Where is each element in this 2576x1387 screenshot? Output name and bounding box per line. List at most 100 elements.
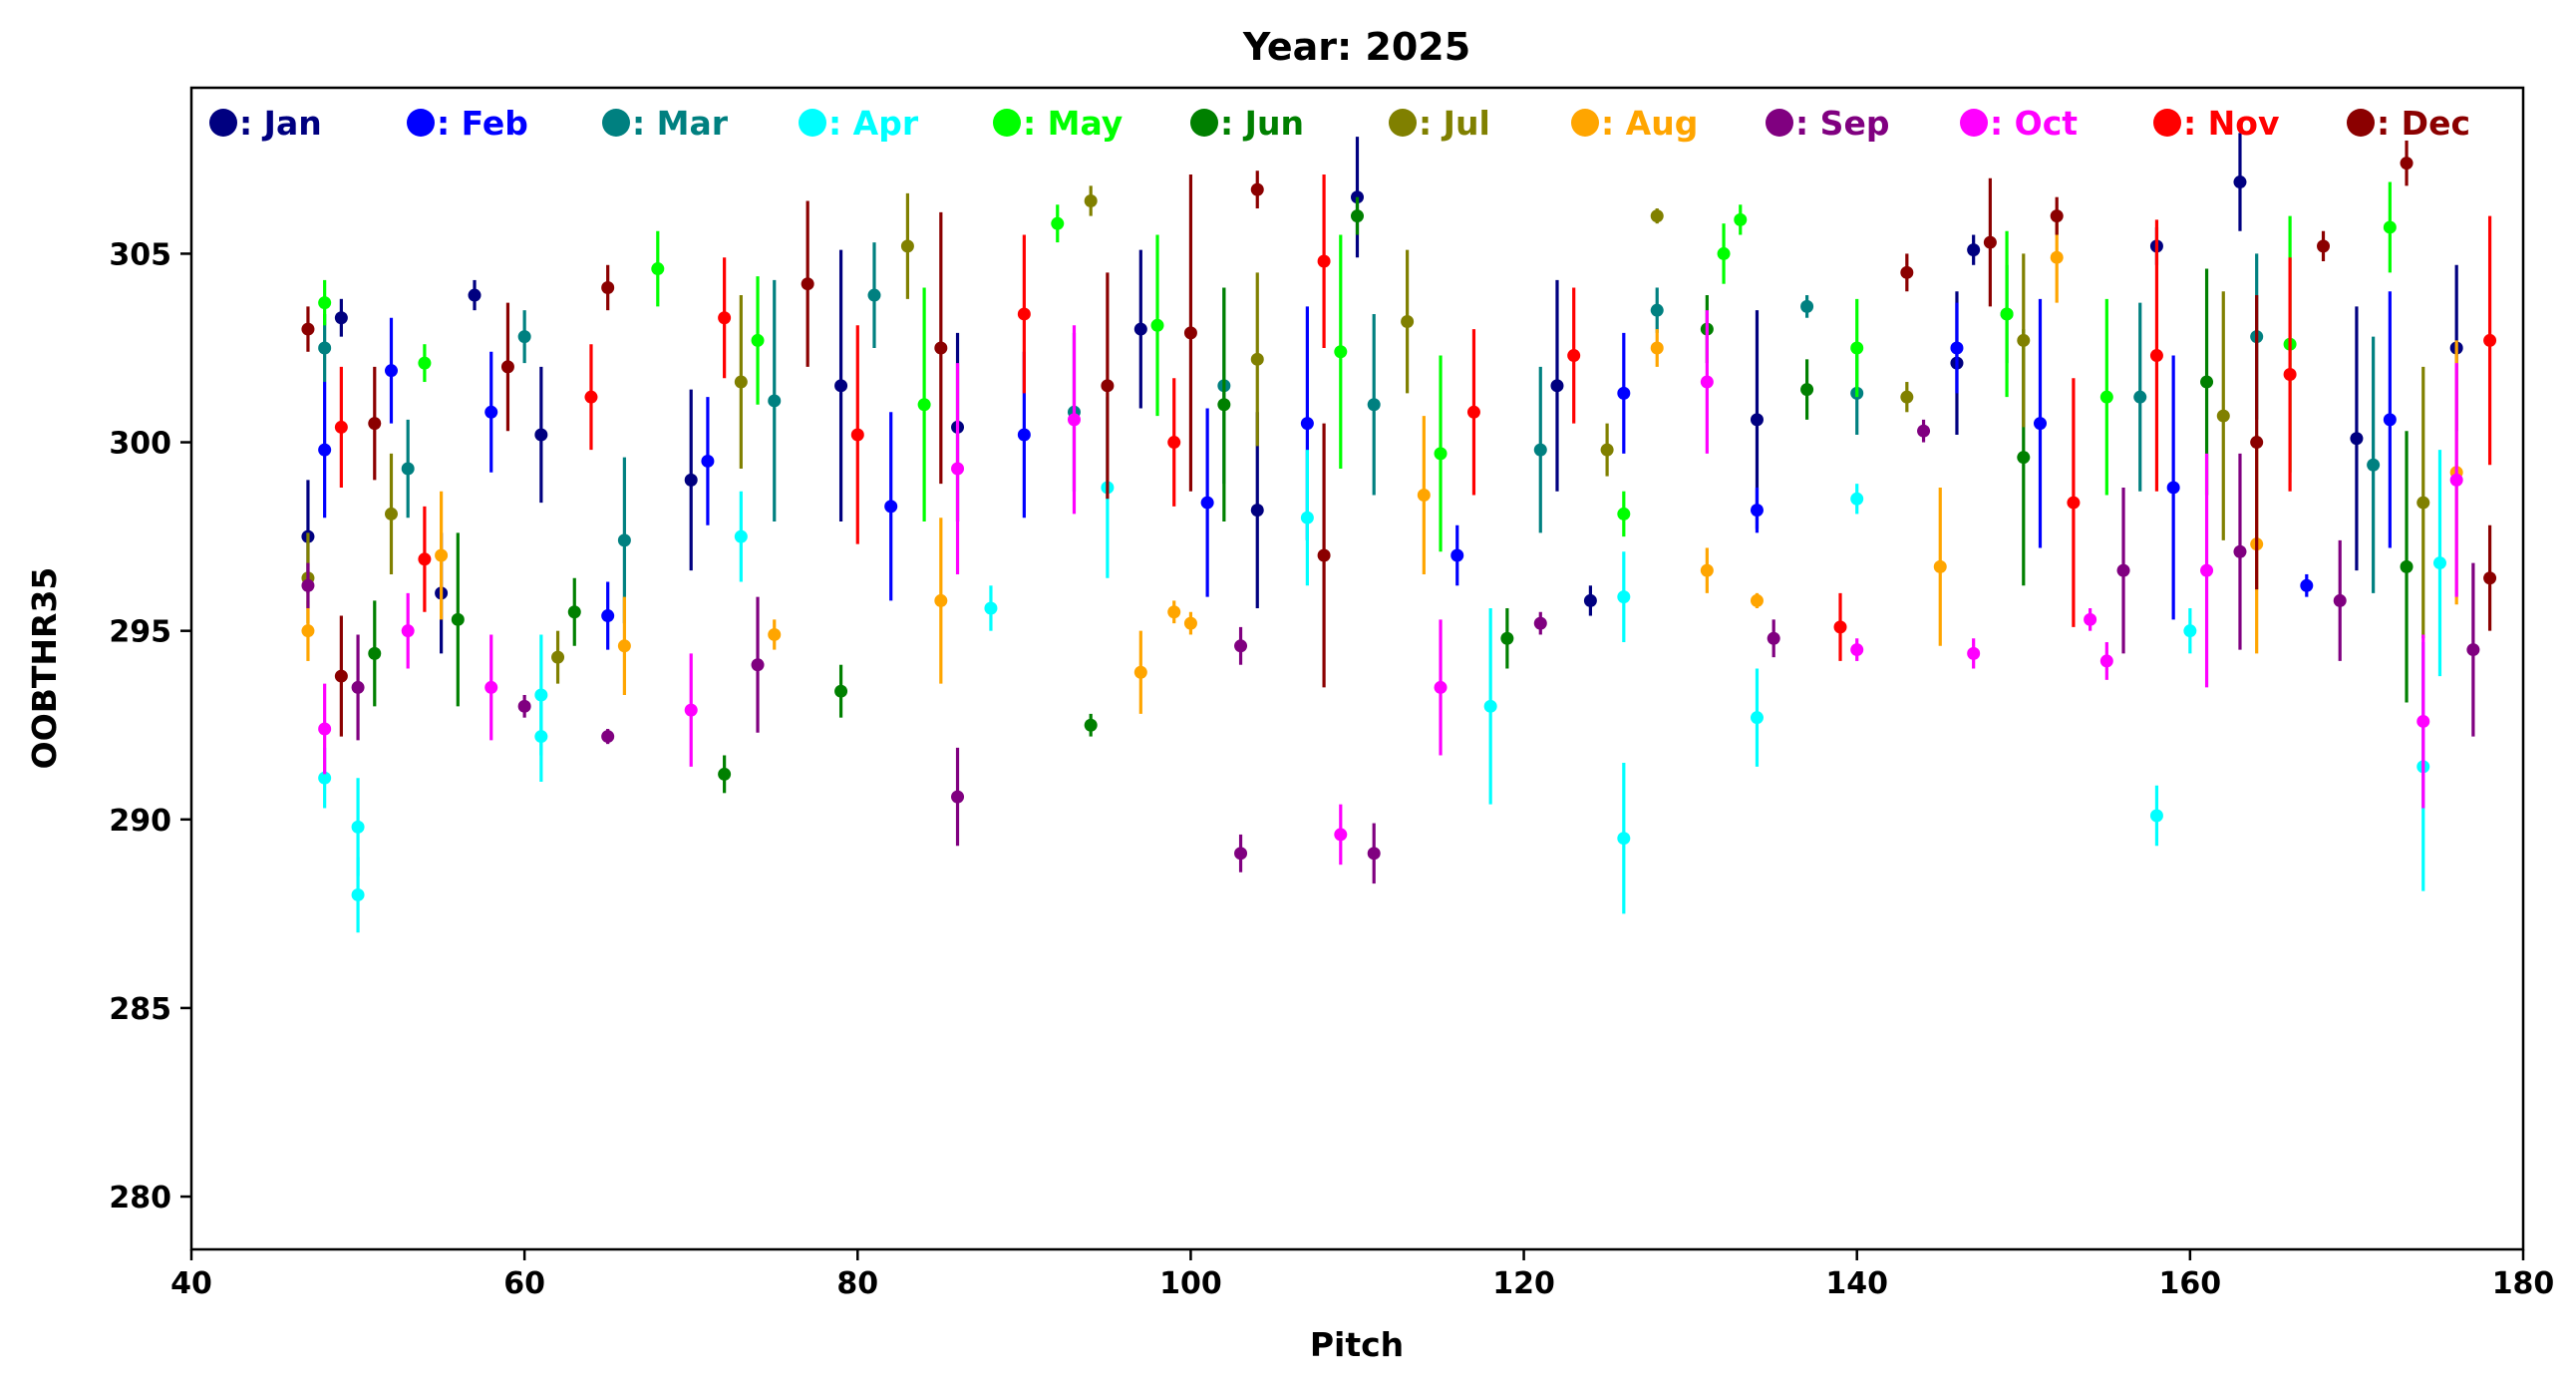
- data-point: [318, 771, 332, 785]
- legend-label: : Jan: [239, 104, 322, 143]
- data-point: [1017, 428, 1031, 442]
- data-point: [2067, 496, 2081, 510]
- data-point: [334, 420, 348, 434]
- data-point: [2449, 473, 2463, 487]
- data-point: [768, 627, 782, 641]
- data-point: [435, 548, 449, 562]
- data-point: [334, 669, 348, 683]
- data-point: [1617, 507, 1631, 520]
- legend-marker: [1389, 109, 1417, 137]
- data-point: [1150, 318, 1164, 332]
- data-point: [1334, 345, 1348, 359]
- data-point: [468, 288, 482, 302]
- data-point: [1351, 209, 1364, 223]
- data-point: [934, 593, 948, 607]
- data-point: [2050, 209, 2064, 223]
- legend-item-jan: : Jan: [209, 104, 322, 143]
- y-tick-label: 300: [109, 427, 171, 462]
- legend-label: : Jun: [1220, 104, 1304, 143]
- data-point: [867, 288, 881, 302]
- legend-label: : Apr: [828, 104, 919, 143]
- data-point: [1401, 315, 1415, 329]
- data-point: [1850, 643, 1864, 657]
- legend-marker: [1190, 109, 1218, 137]
- x-tick-label: 120: [1492, 1266, 1555, 1301]
- data-point: [2200, 375, 2214, 389]
- data-point: [2017, 333, 2031, 347]
- data-point: [351, 820, 365, 834]
- data-point: [2383, 413, 2397, 427]
- x-tick-label: 100: [1159, 1266, 1222, 1301]
- data-point: [900, 239, 914, 253]
- data-point: [1617, 832, 1631, 846]
- data-point: [1133, 665, 1147, 679]
- legend-label: : Dec: [2377, 104, 2470, 143]
- data-point: [1700, 563, 1714, 577]
- data-point: [2033, 417, 2047, 431]
- data-point: [1300, 417, 1314, 431]
- data-point: [451, 612, 465, 626]
- data-point: [1051, 216, 1065, 230]
- series-jul: [301, 185, 2430, 684]
- legend-item-jul: : Jul: [1389, 104, 1490, 143]
- legend-marker: [407, 109, 435, 137]
- data-point: [1750, 593, 1764, 607]
- data-point: [2099, 654, 2113, 668]
- legend-marker: [2153, 109, 2181, 137]
- data-point: [1234, 639, 1248, 653]
- data-point: [1084, 718, 1098, 732]
- data-point: [718, 311, 732, 325]
- data-points: [301, 133, 2497, 933]
- data-point: [1483, 699, 1497, 713]
- data-point: [1067, 413, 1081, 427]
- data-point: [1434, 680, 1448, 694]
- data-point: [934, 341, 948, 355]
- data-point: [2099, 390, 2113, 404]
- data-point: [418, 552, 432, 566]
- data-point: [2084, 612, 2097, 626]
- data-point: [2283, 367, 2297, 381]
- data-point: [1250, 182, 1264, 196]
- data-point: [1533, 616, 1547, 630]
- data-point: [534, 428, 548, 442]
- data-point: [484, 405, 498, 419]
- data-point: [500, 360, 514, 374]
- data-point: [850, 428, 864, 442]
- data-point: [318, 341, 332, 355]
- data-point: [617, 533, 631, 547]
- data-point: [2116, 563, 2130, 577]
- x-tick-label: 180: [2492, 1266, 2555, 1301]
- data-point: [1367, 847, 1381, 861]
- data-point: [1900, 265, 1914, 279]
- legend-marker: [799, 109, 826, 137]
- data-point: [1750, 504, 1764, 518]
- data-point: [1950, 341, 1964, 355]
- data-point: [734, 529, 748, 543]
- data-point: [2483, 333, 2497, 347]
- data-point: [884, 500, 898, 514]
- data-point: [1617, 590, 1631, 604]
- x-tick-label: 80: [836, 1266, 878, 1301]
- data-point: [334, 311, 348, 325]
- data-point: [551, 650, 565, 664]
- data-point: [1767, 631, 1780, 645]
- data-point: [401, 624, 415, 638]
- data-point: [517, 330, 531, 344]
- data-point: [567, 605, 581, 619]
- legend-item-oct: : Oct: [1960, 104, 2078, 143]
- data-point: [1317, 548, 1331, 562]
- data-point: [2416, 496, 2430, 510]
- data-point: [684, 473, 698, 487]
- legend-marker: [1571, 109, 1599, 137]
- data-point: [1017, 307, 1031, 321]
- data-point: [1700, 375, 1714, 389]
- data-point: [301, 578, 315, 592]
- legend-item-apr: : Apr: [799, 104, 919, 143]
- legend-label: : Feb: [437, 104, 528, 143]
- data-point: [1967, 243, 1981, 257]
- data-point: [1250, 504, 1264, 518]
- y-tick-label: 285: [109, 992, 171, 1027]
- data-point: [1183, 326, 1197, 340]
- data-point: [384, 364, 398, 378]
- data-point: [2400, 559, 2414, 573]
